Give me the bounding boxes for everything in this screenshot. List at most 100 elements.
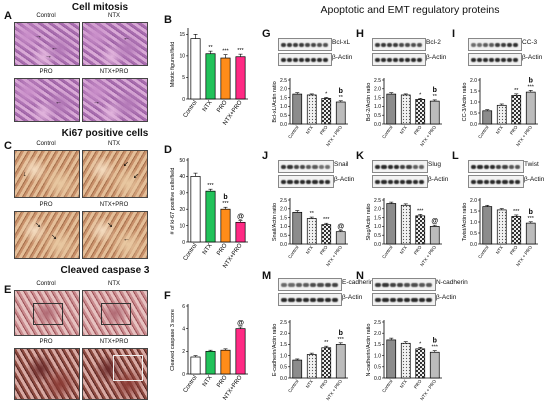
sig-mark-g-3: ** bbox=[339, 95, 344, 101]
photo-a-label-pro: PRO bbox=[39, 69, 53, 75]
sig-mark-b-3: *** bbox=[237, 48, 244, 54]
x-tick-label-h-1: NTX bbox=[399, 125, 408, 135]
blot-band bbox=[425, 297, 432, 302]
y-tick-label-j: 1.5 bbox=[280, 215, 287, 221]
y-tick-label-i: 0.5 bbox=[470, 111, 477, 117]
blot-band bbox=[396, 297, 403, 302]
blot-band bbox=[324, 179, 330, 184]
y-tick-label-g: 0.5 bbox=[280, 113, 287, 119]
sig-mark-h-3: b bbox=[433, 87, 437, 94]
sig-mark-n-2: * bbox=[419, 341, 422, 347]
blot-band bbox=[331, 297, 338, 302]
y-tick-label-k: 0.0 bbox=[374, 242, 381, 248]
bar-h-0 bbox=[386, 93, 397, 125]
blot-band bbox=[496, 164, 502, 169]
blot-band bbox=[302, 297, 309, 302]
photo-c-label-control: Control bbox=[36, 141, 56, 147]
blot-band bbox=[305, 42, 310, 47]
photo-c-ntxpro: ↘ ← bbox=[82, 211, 148, 259]
blot-band bbox=[324, 282, 331, 287]
y-tick-label-f: 0 bbox=[182, 372, 185, 378]
blot-band bbox=[387, 42, 392, 47]
blot-band bbox=[310, 282, 317, 287]
x-tick-label-m-1: NTX bbox=[305, 379, 314, 389]
blot-band bbox=[393, 179, 399, 184]
blot-actin-g bbox=[278, 53, 332, 66]
blot-protein-h bbox=[372, 38, 426, 51]
x-tick-label-l-0: Control bbox=[477, 245, 489, 260]
blot-band bbox=[281, 282, 288, 287]
sig-mark-b-1: ** bbox=[208, 45, 213, 51]
blot-band bbox=[412, 179, 418, 184]
blot-band bbox=[411, 57, 416, 62]
sig-mark-f-3: @ bbox=[237, 320, 244, 327]
blot-band bbox=[311, 42, 316, 47]
panel-letter-a: A bbox=[4, 10, 12, 22]
bar-k-0 bbox=[386, 203, 397, 245]
bar-g-3 bbox=[335, 101, 346, 125]
blot-band bbox=[312, 164, 318, 169]
blot-band bbox=[299, 57, 304, 62]
blot-band bbox=[418, 179, 424, 184]
photo-e-label-ntx: NTX bbox=[108, 281, 120, 287]
y-tick-label-m: 2.5 bbox=[280, 320, 287, 326]
blot-band bbox=[293, 42, 298, 47]
y-tick-label-d: 10 bbox=[179, 223, 185, 229]
y-tick-label-h: 1.0 bbox=[374, 104, 381, 110]
y-tick-label-l: 2.0 bbox=[470, 198, 477, 204]
blot-band bbox=[393, 164, 399, 169]
y-axis-label-n: N-cadherin/Actin ratio bbox=[366, 324, 372, 377]
blot-label-actin-n: β-Actin bbox=[436, 294, 457, 301]
blot-band bbox=[513, 57, 518, 62]
bar-j-3 bbox=[335, 231, 346, 245]
bar-l-2 bbox=[511, 216, 522, 245]
blot-label-protein-n: N-cadherin bbox=[436, 279, 468, 286]
photo-a-label-ntx: NTX bbox=[108, 13, 120, 19]
y-axis-label-j: Snail/Actin ratio bbox=[272, 203, 278, 241]
y-axis-label-f: Cleaved caspase 3 score bbox=[170, 309, 176, 371]
bar-f-0 bbox=[190, 356, 201, 375]
blot-band bbox=[489, 57, 494, 62]
bar-n-1 bbox=[400, 342, 411, 379]
blot-label-protein-g: Bcl-xL bbox=[332, 39, 351, 46]
x-tick-label-n-2: PRO bbox=[413, 378, 423, 389]
blot-band bbox=[404, 282, 411, 287]
panel-letter-e: E bbox=[4, 284, 12, 296]
photo-c-pro: ↘ ↘ bbox=[14, 211, 80, 259]
bar-d-1 bbox=[205, 190, 216, 243]
sig-mark-n-3: *** bbox=[432, 345, 439, 351]
blot-band bbox=[389, 282, 396, 287]
blot-band bbox=[477, 42, 482, 47]
y-tick-label-b: 10 bbox=[179, 54, 185, 60]
blot-band bbox=[418, 282, 425, 287]
sig-mark-m-2: ** bbox=[324, 340, 329, 346]
y-tick-label-f: 6 bbox=[182, 304, 185, 310]
sig-mark-g-2: * bbox=[325, 91, 328, 97]
blot-band bbox=[507, 57, 512, 62]
bar-l-1 bbox=[496, 209, 507, 245]
bar-j-2 bbox=[321, 224, 332, 245]
photo-a-label-control: Control bbox=[36, 13, 56, 19]
blot-band bbox=[375, 42, 380, 47]
photo-c-label-ntx: NTX bbox=[108, 141, 120, 147]
blot-band bbox=[477, 57, 482, 62]
blot-band bbox=[396, 282, 403, 287]
blot-actin-k bbox=[372, 175, 428, 188]
blot-band bbox=[404, 297, 411, 302]
blot-band bbox=[496, 179, 502, 184]
y-tick-label-j: 0.5 bbox=[280, 233, 287, 239]
blot-band bbox=[514, 179, 520, 184]
chart-f: Cleaved caspase 3 score 0 2 4 6 Control NTX PRO… bbox=[170, 304, 248, 402]
blot-band bbox=[406, 164, 412, 169]
y-tick-label-d: 40 bbox=[179, 174, 185, 180]
blot-band bbox=[281, 42, 286, 47]
blot-band bbox=[483, 42, 488, 47]
photo-e-control bbox=[14, 290, 80, 336]
x-tick-label-k-0: Control bbox=[381, 245, 393, 260]
y-tick-label-n: 1.5 bbox=[374, 342, 381, 348]
photo-e-label-ntxpro: NTX+PRO bbox=[99, 339, 129, 345]
y-tick-label-k: 1.5 bbox=[374, 215, 381, 221]
